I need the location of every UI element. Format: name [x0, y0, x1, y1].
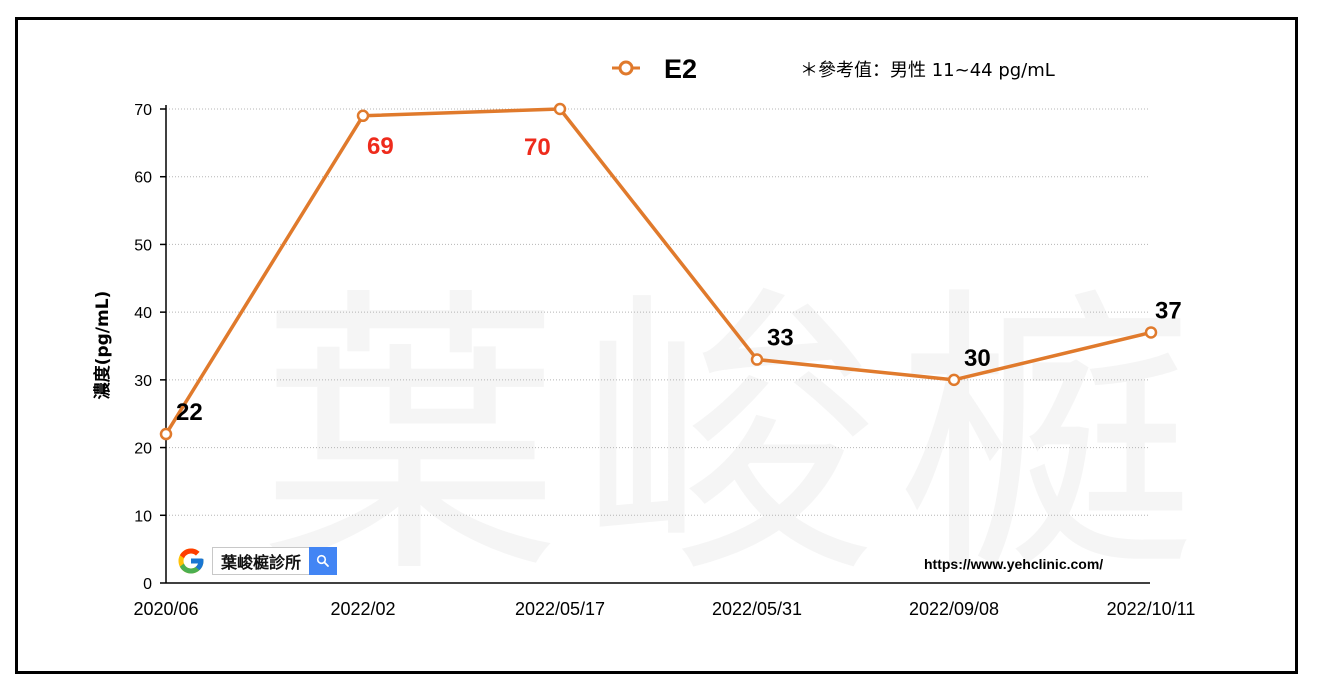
- data-label: 37: [1155, 297, 1182, 324]
- x-tick-label: 2022/09/08: [909, 599, 999, 619]
- y-tick-label: 40: [134, 305, 152, 322]
- data-label: 33: [767, 325, 794, 352]
- data-label: 69: [367, 133, 394, 160]
- y-tick-label: 50: [134, 237, 152, 254]
- data-point: [356, 109, 370, 123]
- x-tick-label: 2022/02: [330, 599, 395, 619]
- x-tick-label: 2022/05/17: [515, 599, 605, 619]
- y-tick-label: 30: [134, 373, 152, 390]
- y-tick-label: 10: [134, 508, 152, 525]
- grid-lines: [166, 108, 1150, 516]
- google-search-badge: 葉峻榳診所: [176, 545, 338, 577]
- data-point: [750, 353, 764, 366]
- legend: E2: [612, 54, 697, 84]
- y-tick-label: 60: [134, 170, 152, 187]
- data-label: 30: [964, 345, 991, 372]
- search-text: 葉峻榳診所: [221, 553, 302, 572]
- data-point: [159, 427, 173, 441]
- legend-marker-icon: [618, 60, 634, 76]
- search-field: 葉峻榳診所: [212, 547, 338, 575]
- y-tick-label: 20: [134, 441, 152, 458]
- data-point: [947, 373, 961, 387]
- google-g-icon: [178, 548, 204, 574]
- series-line: [164, 107, 1152, 435]
- y-tick-label: 0: [143, 576, 152, 593]
- series-e2: [159, 102, 1158, 441]
- legend-series-name: E2: [664, 54, 697, 84]
- search-button: [309, 547, 338, 575]
- x-tick-label: 2022/05/31: [712, 599, 802, 619]
- data-point: [553, 102, 567, 116]
- axes: [160, 105, 1150, 584]
- x-tick-labels: 2020/06 2022/02 2022/05/17 2022/05/31 2022/0…: [133, 599, 1195, 619]
- y-axis-label: 濃度(pg/mL): [92, 291, 113, 400]
- data-label: 22: [176, 399, 203, 426]
- search-icon: [316, 554, 329, 567]
- x-tick-label: 2022/10/11: [1107, 599, 1196, 619]
- website-url: https://www.yehclinic.com/: [924, 556, 1104, 572]
- y-tick-label: 70: [134, 102, 152, 119]
- data-point: [1144, 326, 1158, 339]
- y-tick-labels: 0 10 20 30 40 50 60 70: [134, 102, 152, 593]
- x-tick-label: 2020/06: [133, 599, 198, 619]
- data-labels: 22 69 70 33 30 37: [176, 133, 1182, 426]
- reference-annotation: ＊參考值：男性 11~44 pg/mL: [800, 60, 1055, 81]
- data-label: 70: [524, 134, 551, 161]
